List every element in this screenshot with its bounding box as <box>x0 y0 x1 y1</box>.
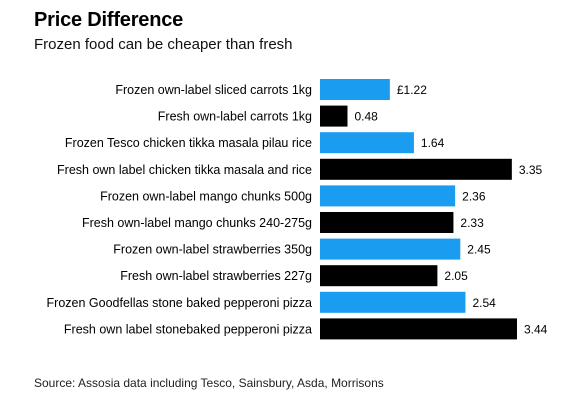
category-label: Fresh own-label mango chunks 240-275g <box>82 216 312 230</box>
value-label: 3.35 <box>519 163 543 177</box>
chart-subtitle: Frozen food can be cheaper than fresh <box>34 36 293 53</box>
category-label: Frozen Tesco chicken tikka masala pilau … <box>65 136 312 150</box>
value-label: 3.44 <box>524 322 548 336</box>
category-label: Fresh own-label carrots 1kg <box>158 110 312 124</box>
source-note: Source: Assosia data including Tesco, Sa… <box>34 376 384 390</box>
fresh-bar <box>320 105 348 127</box>
value-label: £1.22 <box>397 83 427 97</box>
category-label: Frozen Goodfellas stone baked pepperoni … <box>47 296 312 310</box>
frozen-bar <box>320 291 466 313</box>
category-label: Frozen own-label sliced carrots 1kg <box>115 83 312 97</box>
value-label: 2.05 <box>444 269 468 283</box>
value-label: 2.54 <box>472 296 496 310</box>
value-label: 0.48 <box>354 110 378 124</box>
category-label: Fresh own label stonebaked pepperoni piz… <box>64 322 312 336</box>
value-label: 2.33 <box>460 216 484 230</box>
frozen-bar <box>320 238 461 260</box>
category-label: Frozen own-label mango chunks 500g <box>100 189 312 203</box>
fresh-bar <box>320 265 438 287</box>
fresh-bar <box>320 212 454 233</box>
frozen-bar <box>320 132 414 154</box>
value-label: 1.64 <box>421 136 445 150</box>
frozen-bar <box>320 185 456 207</box>
value-label: 2.36 <box>462 189 486 203</box>
category-label: Fresh own-label strawberries 227g <box>120 269 312 283</box>
value-label: 2.45 <box>467 243 491 257</box>
category-label: Fresh own label chicken tikka masala and… <box>57 163 312 177</box>
fresh-bar <box>320 158 512 180</box>
frozen-bar <box>320 79 390 100</box>
chart-title: Price Difference <box>34 9 184 31</box>
fresh-bar <box>320 318 517 340</box>
category-label: Frozen own-label strawberries 350g <box>113 243 312 257</box>
